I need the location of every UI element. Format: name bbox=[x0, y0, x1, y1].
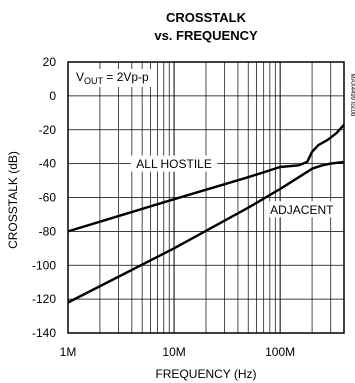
series-labels: ALL HOSTILE ADJACENT bbox=[130, 155, 334, 218]
y-axis-label: CROSSTALK (dB) bbox=[6, 151, 20, 249]
chart-title: CROSSTALK bbox=[166, 10, 247, 25]
y-tick-labels: 20 0 -20 -40 -60 -80 -100 -120 -140 bbox=[32, 55, 56, 340]
vout-rest: = 2Vp-p bbox=[103, 70, 149, 84]
y-tick-label-3: -40 bbox=[39, 157, 57, 171]
vout-annotation: VOUT = 2Vp-p bbox=[76, 70, 149, 86]
x-axis-label: FREQUENCY (Hz) bbox=[155, 367, 256, 381]
y-tick-label-7: -120 bbox=[32, 292, 56, 306]
x-tick-labels: 1M 10M 100M bbox=[60, 345, 295, 359]
series-label-0: ALL HOSTILE bbox=[136, 157, 212, 171]
series-line-1 bbox=[67, 160, 345, 304]
x-tick-label-0: 1M bbox=[60, 345, 77, 359]
x-tick-label-2: 100M bbox=[265, 345, 295, 359]
y-tick-label-4: -60 bbox=[39, 191, 57, 205]
side-label: MAX4499 toc08 bbox=[349, 74, 355, 117]
y-tick-label-5: -80 bbox=[39, 224, 57, 238]
plot-frame bbox=[67, 61, 345, 334]
vout-annotation-bg bbox=[74, 69, 152, 87]
curves bbox=[67, 123, 345, 304]
grid bbox=[68, 61, 345, 334]
series-line-0 bbox=[67, 123, 345, 233]
y-tick-label-2: -20 bbox=[39, 123, 57, 137]
y-tick-label-1: 0 bbox=[49, 89, 56, 103]
y-tick-label-0: 20 bbox=[43, 55, 57, 69]
vout-main: V bbox=[76, 70, 84, 84]
vout-subscript: OUT bbox=[84, 76, 104, 86]
series-label-1: ADJACENT bbox=[270, 203, 334, 217]
chart-subtitle: vs. FREQUENCY bbox=[154, 28, 258, 43]
series-label-bg-0 bbox=[130, 155, 218, 172]
series-label-bg-1 bbox=[269, 201, 334, 218]
x-tick-label-1: 10M bbox=[162, 345, 185, 359]
y-tick-label-6: -100 bbox=[32, 258, 56, 272]
y-tick-label-8: -140 bbox=[32, 326, 56, 340]
